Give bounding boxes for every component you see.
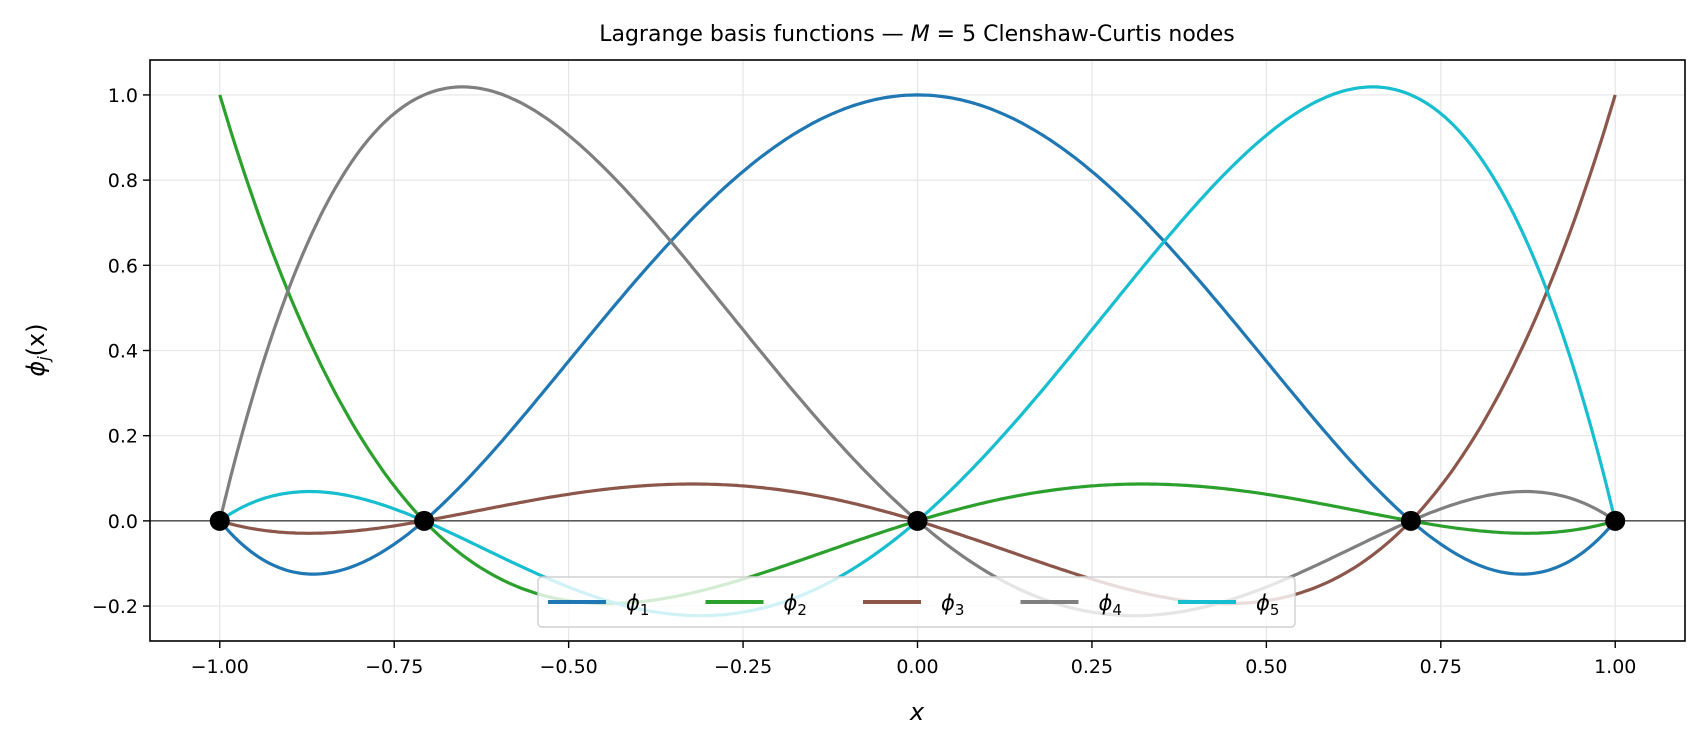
x-tick-label: 1.00 (1594, 656, 1636, 678)
series-line-phi1 (218, 93, 1617, 576)
x-axis-ticks: −1.00 −0.75 −0.50 −0.25 0.00 0.25 0.50 0.75 1.00 (191, 641, 1636, 678)
x-axis-label: x (909, 698, 925, 726)
legend-label: ϕ5 (1256, 591, 1279, 619)
node-markers (209, 510, 1626, 531)
y-tick-label: 0.6 (108, 255, 138, 277)
y-axis-ticks: −0.2 0.0 0.2 0.4 0.6 0.8 1.0 (92, 85, 150, 618)
legend-label: ϕ1 (626, 591, 649, 619)
x-tick-label: −0.50 (540, 656, 598, 678)
y-tick-label: −0.2 (92, 596, 138, 618)
node-marker (907, 510, 928, 531)
node-marker (1400, 510, 1421, 531)
legend: ϕ1 ϕ2 ϕ3 ϕ4 ϕ5 (537, 576, 1296, 628)
x-tick-label: 0.75 (1420, 656, 1462, 678)
x-tick-label: 0.50 (1245, 656, 1287, 678)
x-tick-label: −1.00 (191, 656, 249, 678)
y-tick-label: 0.0 (108, 511, 138, 533)
node-marker (414, 510, 435, 531)
x-tick-label: 0.25 (1071, 656, 1113, 678)
node-marker (1605, 510, 1626, 531)
x-tick-label: 0.00 (896, 656, 938, 678)
legend-label: ϕ4 (1099, 591, 1122, 619)
y-tick-label: 0.8 (108, 170, 138, 192)
legend-label: ϕ3 (941, 591, 964, 619)
y-tick-label: 1.0 (108, 85, 138, 107)
y-tick-label: 0.4 (108, 341, 138, 363)
node-marker (209, 510, 230, 531)
x-tick-label: −0.25 (714, 656, 772, 678)
legend-label: ϕ2 (784, 591, 807, 619)
x-tick-label: −0.75 (365, 656, 423, 678)
y-tick-label: 0.2 (108, 426, 138, 448)
y-axis-label: ϕj(x) (22, 323, 53, 376)
chart-title: Lagrange basis functions — M = 5 Clensha… (599, 22, 1235, 47)
